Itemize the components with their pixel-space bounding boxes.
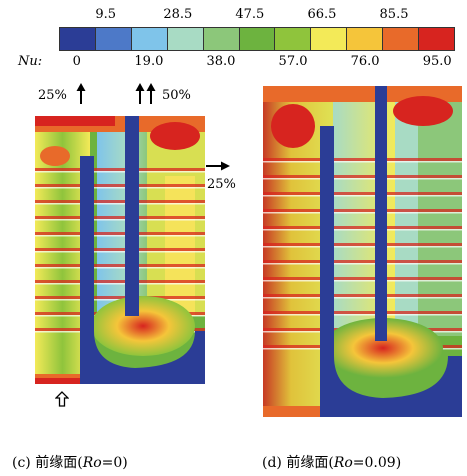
colorbar-top-tick: 28.5: [163, 7, 193, 22]
colorbar-segment: [60, 28, 96, 50]
colorbar-top-tick: 9.5: [95, 7, 117, 22]
colorbar-bottom-tick: 0: [72, 54, 81, 69]
colorbar-segment: [275, 28, 312, 50]
colorbar-segment: [239, 28, 276, 50]
inlet-left-arrow-icon: [76, 83, 86, 104]
caption-c-variable: Ro: [82, 455, 102, 471]
contour-plot-d: [263, 86, 462, 417]
colorbar-bottom-tick: 76.0: [350, 54, 380, 69]
inlet-mid-percent: 50%: [162, 88, 191, 103]
inlet-bottom-hollow-arrow-icon: [55, 391, 69, 407]
inlet-left-percent: 25%: [38, 88, 67, 103]
outlet-right-arrow-icon: [206, 161, 230, 171]
nu-colorbar: [59, 27, 455, 51]
colorbar-bottom-tick: 95.0: [422, 54, 452, 69]
colorbar-segment: [131, 28, 168, 50]
caption-d: (d) 前缘面(Ro=0.09): [262, 452, 401, 472]
colorbar-bottom-tick: 57.0: [278, 54, 308, 69]
colorbar-segment: [311, 28, 348, 50]
outlet-right-percent: 25%: [207, 177, 236, 192]
colorbar-segment: [347, 28, 384, 50]
colorbar-top-tick: 47.5: [235, 7, 265, 22]
colorbar-segment: [383, 28, 420, 50]
caption-c: (c) 前缘面(Ro=0): [12, 452, 128, 472]
colorbar-top-tick: 85.5: [379, 7, 409, 22]
colorbar-segment: [167, 28, 204, 50]
colorbar-top-tick: 66.5: [307, 7, 337, 22]
colorbar-bottom-tick: 38.0: [206, 54, 236, 69]
inlet-mid-double-arrow-icon: [135, 83, 156, 104]
nu-axis-label: Nu:: [18, 54, 43, 69]
contour-plot-c: [35, 116, 205, 384]
caption-d-prefix: (d) 前缘面(: [262, 455, 334, 471]
colorbar-bottom-tick: 19.0: [134, 54, 164, 69]
colorbar-segment: [203, 28, 240, 50]
caption-c-prefix: (c) 前缘面(: [12, 455, 83, 471]
caption-c-value: =0): [101, 455, 128, 471]
caption-d-variable: Ro: [333, 455, 353, 471]
colorbar-segment: [419, 28, 454, 50]
colorbar-segment: [95, 28, 132, 50]
caption-d-value: =0.09): [352, 455, 402, 471]
